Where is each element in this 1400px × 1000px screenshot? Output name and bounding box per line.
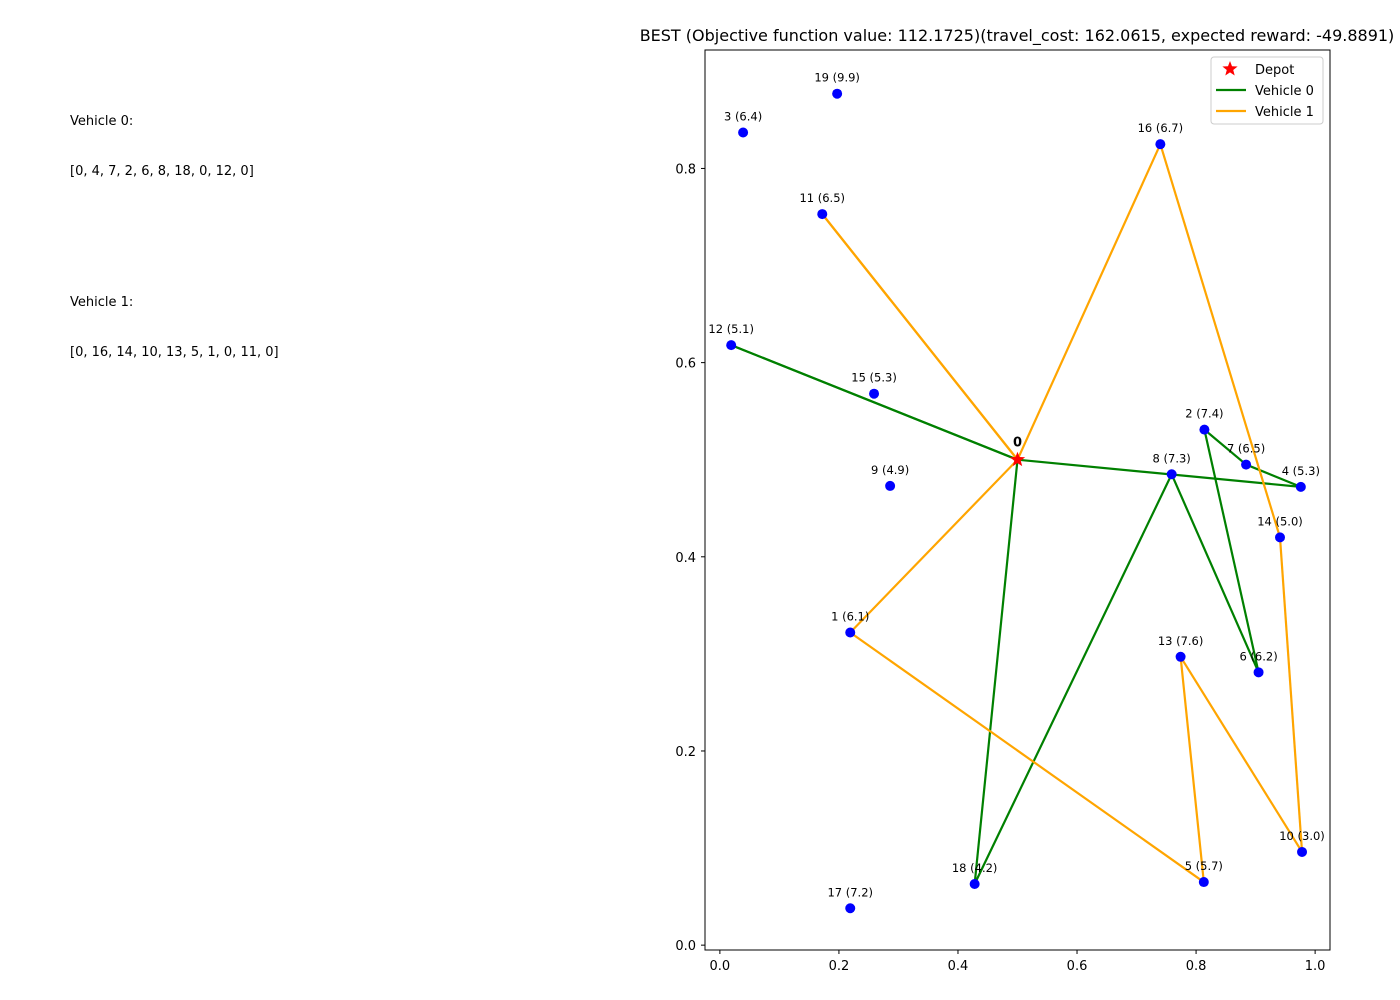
node-label: 7 (6.5) <box>1227 442 1265 456</box>
node-label: 8 (7.3) <box>1153 451 1191 465</box>
x-tick-label: 0.4 <box>948 959 969 974</box>
node-label: 16 (6.7) <box>1138 121 1184 135</box>
v0-route-segment <box>1170 473 1260 673</box>
node-point <box>1166 469 1177 480</box>
node-label: 2 (7.4) <box>1185 407 1223 421</box>
y-tick-label: 0.8 <box>675 162 696 177</box>
node-label: 19 (9.9) <box>814 71 860 85</box>
y-tick-label: 0.2 <box>675 745 696 760</box>
depot-star <box>1009 451 1026 467</box>
node-point <box>1198 877 1209 888</box>
node-label: 13 (7.6) <box>1158 634 1204 648</box>
legend-label-depot: Depot <box>1255 63 1294 78</box>
v0-route-segment <box>730 344 1018 461</box>
v0-route-segment <box>1203 429 1260 673</box>
node-point <box>726 340 737 351</box>
node-label: 12 (5.1) <box>708 322 754 336</box>
vehicle-0-route: Vehicle 0: [0, 4, 7, 2, 6, 8, 18, 0, 12,… <box>70 81 279 213</box>
y-tick-label: 0.4 <box>675 551 696 566</box>
x-tick-label: 1.0 <box>1305 959 1326 974</box>
route-lines <box>730 143 1304 885</box>
axes: 0.0 0.2 0.4 0.6 0.8 1.0 0.0 0.2 0.4 0.6 0.8 <box>675 49 1331 974</box>
node-point <box>869 388 880 399</box>
node-label: 4 (5.3) <box>1282 464 1320 478</box>
node-point <box>1295 481 1306 492</box>
node-point <box>832 88 843 99</box>
node-point <box>1175 651 1186 662</box>
node-label: 9 (4.9) <box>871 463 909 477</box>
node-point <box>1275 532 1285 543</box>
v1-route-segment <box>1179 656 1303 853</box>
node-point <box>738 127 749 138</box>
depot-marker: 0 <box>1009 436 1026 467</box>
vehicle-0-label: Vehicle 0: <box>70 114 134 129</box>
node-point <box>885 480 896 491</box>
node-label: 10 (3.0) <box>1279 829 1325 843</box>
node-label: 3 (6.4) <box>724 110 762 124</box>
routes-panel: Vehicle 0: [0, 4, 7, 2, 6, 8, 18, 0, 12,… <box>70 48 279 427</box>
v0-route-segment <box>1203 428 1247 466</box>
node-label: 17 (7.2) <box>827 885 873 899</box>
customer-nodes <box>726 88 1308 914</box>
y-tick-label: 0.6 <box>675 357 696 372</box>
v0-route-segment <box>1245 463 1302 488</box>
v0-route-segment <box>973 459 1019 885</box>
node-label: 1 (6.1) <box>831 610 869 624</box>
node-point <box>1199 424 1210 435</box>
vehicle-1-route-list: [0, 16, 14, 10, 13, 5, 1, 0, 11, 0] <box>70 344 279 360</box>
node-label: 14 (5.0) <box>1257 514 1303 528</box>
x-tick-label: 0.0 <box>710 959 731 974</box>
v1-route-segment <box>1016 143 1162 461</box>
legend-box <box>1210 56 1324 125</box>
legend-label-v1: Vehicle 1 <box>1255 105 1314 120</box>
node-label: 15 (5.3) <box>851 371 897 385</box>
chart-title: BEST (Objective function value: 112.1725… <box>640 26 1395 46</box>
node-point <box>1253 667 1264 678</box>
v1-route-segment <box>1278 537 1304 853</box>
depot-label: 0 <box>1013 436 1022 451</box>
x-tick-label: 0.6 <box>1067 959 1088 974</box>
vehicle-0-route-list: [0, 4, 7, 2, 6, 8, 18, 0, 12, 0] <box>70 163 254 179</box>
legend-label-v0: Vehicle 0 <box>1255 84 1314 99</box>
v1-route-segment <box>849 458 1019 634</box>
node-label: 5 (5.7) <box>1185 859 1223 873</box>
v0-route-segment <box>1017 458 1301 488</box>
node-labels: 1 (6.1) 2 (7.4) 3 (6.4) 4 (5.3) 5 (5.7) 6 (6.… <box>708 71 1324 900</box>
v1-route-segment <box>849 631 1205 883</box>
v0-route-segment <box>973 473 1173 885</box>
node-point <box>1297 846 1308 857</box>
node-point <box>845 627 856 638</box>
x-tick-label: 0.8 <box>1186 959 1207 974</box>
node-point <box>1241 459 1252 470</box>
legend-depot-marker <box>1222 61 1238 76</box>
node-point <box>845 903 856 914</box>
node-point <box>969 878 980 889</box>
v1-route-segment <box>1159 143 1282 538</box>
vehicle-1-route: Vehicle 1: [0, 16, 14, 10, 13, 5, 1, 0, … <box>70 262 279 394</box>
x-tick-label: 0.2 <box>829 959 850 974</box>
y-tick-label: 0.0 <box>675 939 696 954</box>
node-label: 18 (4.2) <box>952 861 998 875</box>
node-label: 6 (6.2) <box>1239 649 1277 663</box>
legend: Depot Vehicle 0 Vehicle 1 <box>1210 56 1324 125</box>
node-point <box>1155 139 1166 150</box>
vehicle-1-label: Vehicle 1: <box>70 295 134 310</box>
node-point <box>817 209 828 220</box>
plot-frame <box>704 49 1331 951</box>
node-label: 11 (6.5) <box>799 191 845 205</box>
v1-route-segment <box>1179 656 1205 883</box>
v1-route-segment <box>821 213 1019 461</box>
